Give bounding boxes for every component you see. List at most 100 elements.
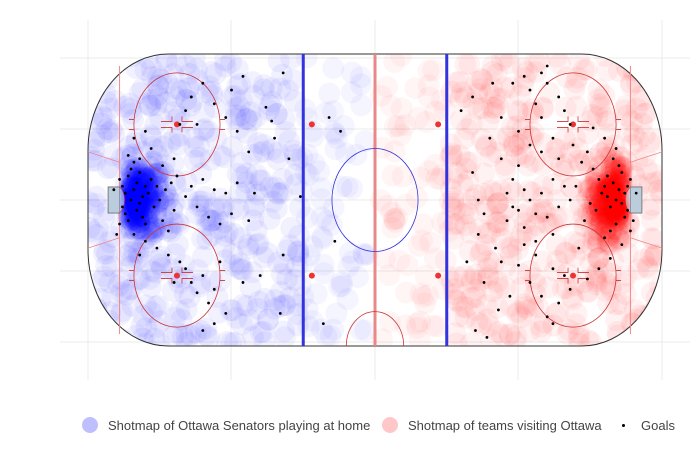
visitor-shot-bubbles-point bbox=[597, 207, 620, 230]
visitor-shot-bubbles-point bbox=[484, 86, 507, 109]
home-shot-bubbles-point bbox=[175, 324, 198, 346]
goal-point bbox=[528, 281, 532, 284]
home-shot-bubbles-point bbox=[124, 211, 147, 234]
goal-point bbox=[224, 311, 228, 315]
visitor-shot-bubbles-point bbox=[490, 54, 513, 72]
goal-point bbox=[540, 191, 543, 195]
visitor-shot-bubbles-point bbox=[560, 176, 583, 199]
visitor-shot-bubbles-point bbox=[481, 96, 504, 119]
home-shot-bubbles-point bbox=[124, 197, 147, 220]
goal-point bbox=[545, 215, 549, 219]
goal-point bbox=[608, 229, 612, 233]
home-shot-bubbles-point bbox=[301, 309, 324, 332]
visitor-shot-bubbles-point bbox=[591, 203, 614, 226]
visitor-shot-bubbles-point bbox=[480, 328, 503, 346]
home-shot-bubbles-point bbox=[158, 217, 181, 240]
home-shot-bubbles-point bbox=[119, 255, 142, 278]
visitor-shot-bubbles-point bbox=[644, 171, 662, 194]
visitor-shot-bubbles-point bbox=[499, 295, 522, 318]
visitor-shot-bubbles-point bbox=[456, 118, 479, 141]
goal-point bbox=[287, 157, 291, 161]
visitor-shot-bubbles-point bbox=[495, 196, 518, 219]
home-shot-bubbles-point bbox=[187, 195, 210, 218]
legend-item-visitors[interactable]: Shotmap of teams visiting Ottawa bbox=[382, 412, 602, 438]
visitor-shot-bubbles-point bbox=[531, 186, 554, 209]
home-shot-bubbles-point bbox=[203, 196, 226, 219]
visitor-shot-bubbles-point bbox=[623, 165, 646, 188]
goal-point bbox=[522, 74, 526, 78]
goal-point bbox=[212, 287, 216, 291]
home-shot-bubbles-point bbox=[130, 217, 153, 240]
home-shot-bubbles-point bbox=[311, 225, 334, 248]
legend-item-home[interactable]: Shotmap of Ottawa Senators playing at ho… bbox=[82, 412, 370, 438]
goal-point bbox=[224, 191, 228, 195]
home-shot-bubbles-point bbox=[341, 250, 364, 273]
visitor-shot-bubbles-point bbox=[599, 175, 622, 198]
faceoff-dot-0 bbox=[173, 121, 180, 128]
home-shot-bubbles-point bbox=[197, 208, 220, 231]
goal-point bbox=[551, 177, 555, 181]
home-shot-bubbles-point bbox=[139, 124, 162, 147]
goal-point bbox=[201, 329, 205, 332]
legend-label-visitors: Shotmap of teams visiting Ottawa bbox=[408, 417, 602, 433]
visitor-shot-bubbles-point bbox=[470, 128, 493, 151]
home-shot-bubbles-point bbox=[120, 174, 143, 197]
visitor-shot-bubbles-point bbox=[606, 175, 629, 198]
home-shot-bubbles-point bbox=[230, 257, 253, 280]
visitor-shot-bubbles-point bbox=[391, 165, 414, 188]
home-shot-bubbles-point bbox=[295, 206, 318, 229]
visitor-shot-bubbles bbox=[369, 54, 662, 346]
visitor-shot-bubbles-point bbox=[498, 54, 521, 75]
visitor-shot-bubbles-point bbox=[487, 215, 510, 238]
goal-point bbox=[132, 188, 136, 192]
goal-point bbox=[164, 188, 167, 192]
home-shot-bubbles-point bbox=[319, 324, 342, 346]
visitor-shot-bubbles-point bbox=[587, 194, 610, 217]
visitor-shot-bubbles-point bbox=[468, 217, 491, 240]
visitor-shot-bubbles-point bbox=[606, 191, 629, 214]
goal-point bbox=[169, 181, 173, 185]
visitor-shot-bubbles-point bbox=[405, 312, 428, 335]
visitor-shot-bubbles-point bbox=[568, 54, 591, 71]
visitor-shot-bubbles-point bbox=[505, 145, 528, 168]
visitor-shot-bubbles-point bbox=[514, 212, 537, 235]
visitor-shot-bubbles-point bbox=[649, 128, 662, 151]
visitor-shot-bubbles-point bbox=[371, 136, 394, 159]
visitor-shot-bubbles-point bbox=[588, 155, 611, 178]
goal-point bbox=[614, 198, 618, 202]
home-shot-bubbles-point bbox=[127, 206, 150, 229]
home-shot-bubbles-point bbox=[127, 186, 150, 209]
home-shot-bubbles-point bbox=[349, 73, 372, 96]
goal-point bbox=[491, 81, 495, 85]
home-shot-bubbles-point bbox=[135, 316, 158, 339]
home-shot-bubbles-point bbox=[294, 161, 317, 184]
legend-item-goals[interactable]: Goals bbox=[618, 412, 675, 438]
home-shot-bubbles-point bbox=[316, 209, 339, 232]
home-shot-bubbles-point bbox=[238, 308, 261, 331]
home-shot-bubbles-point bbox=[242, 84, 265, 107]
goal-point bbox=[189, 95, 193, 99]
home-shot-bubbles-point bbox=[134, 181, 157, 204]
visitor-shot-bubbles-point bbox=[594, 194, 617, 217]
visitor-shot-bubbles-point bbox=[503, 130, 526, 153]
goal-point bbox=[149, 147, 153, 150]
goal-point bbox=[629, 229, 632, 233]
home-shot-bubbles-point bbox=[121, 294, 144, 317]
goal-point bbox=[568, 287, 572, 291]
faceoff-dot-1 bbox=[173, 272, 180, 279]
visitor-shot-bubbles-point bbox=[601, 203, 624, 226]
home-shot-bubbles-point bbox=[166, 233, 189, 256]
visitor-shot-bubbles-point bbox=[610, 155, 633, 178]
home-shot-bubbles-point bbox=[146, 166, 169, 189]
visitor-shot-bubbles-point bbox=[523, 225, 546, 248]
visitor-shot-bubbles-point bbox=[602, 200, 625, 223]
goal-point bbox=[603, 184, 606, 188]
home-shot-bubbles-point bbox=[122, 189, 145, 212]
visitor-shot-bubbles-point bbox=[425, 167, 448, 190]
visitor-shot-bubbles-point bbox=[589, 197, 612, 220]
home-shot-bubbles-point bbox=[149, 106, 172, 129]
home-shot-bubbles-point bbox=[190, 194, 213, 217]
visitor-shot-bubbles-point bbox=[455, 151, 478, 174]
goal-point bbox=[617, 164, 621, 168]
home-shot-bubbles-point bbox=[128, 176, 151, 199]
